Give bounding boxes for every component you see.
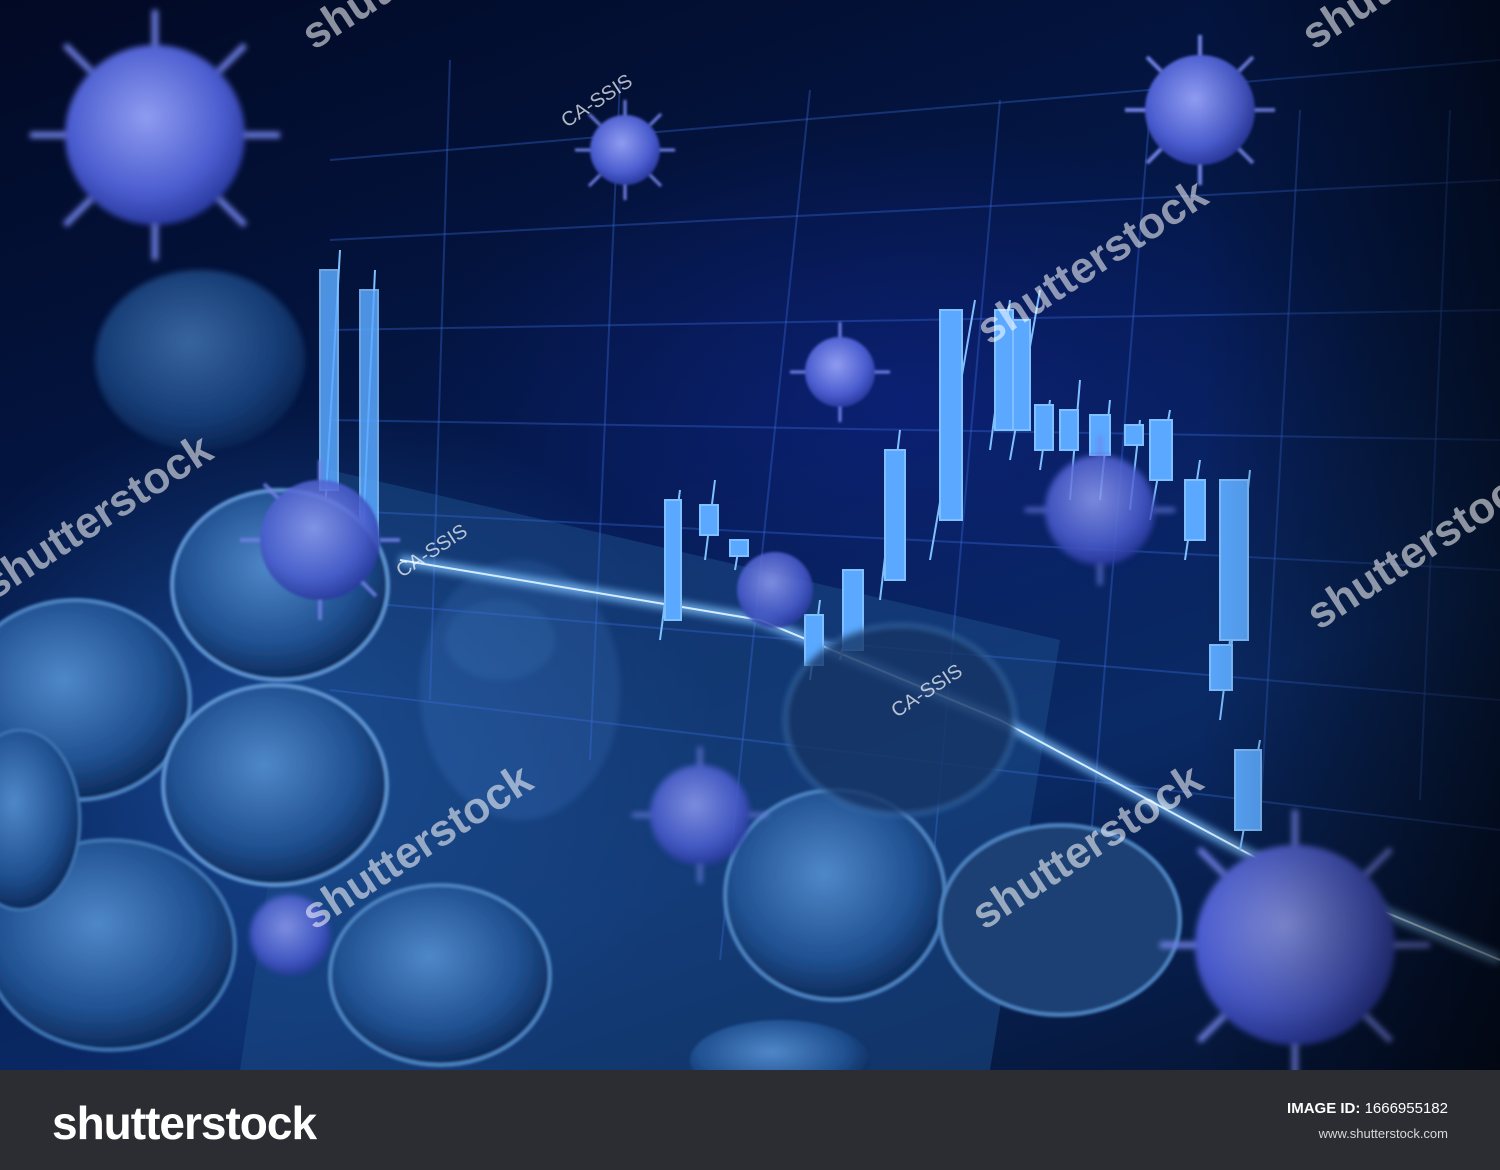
photo-illustration	[0, 0, 1500, 1070]
site-url[interactable]: www.shutterstock.com	[1318, 1126, 1448, 1141]
shutterstock-logo[interactable]: shutterstock	[52, 1097, 317, 1149]
image-id: IMAGE ID: 1666955182	[1287, 1100, 1448, 1117]
image-id-value: 1666955182	[1364, 1100, 1448, 1117]
footer-bar: shutterstock IMAGE ID: 1666955182 www.sh…	[0, 1070, 1500, 1170]
stock-photo-scene: shutterstock shutterstock shutterstock s…	[0, 0, 1500, 1070]
image-id-label: IMAGE ID:	[1287, 1100, 1361, 1117]
